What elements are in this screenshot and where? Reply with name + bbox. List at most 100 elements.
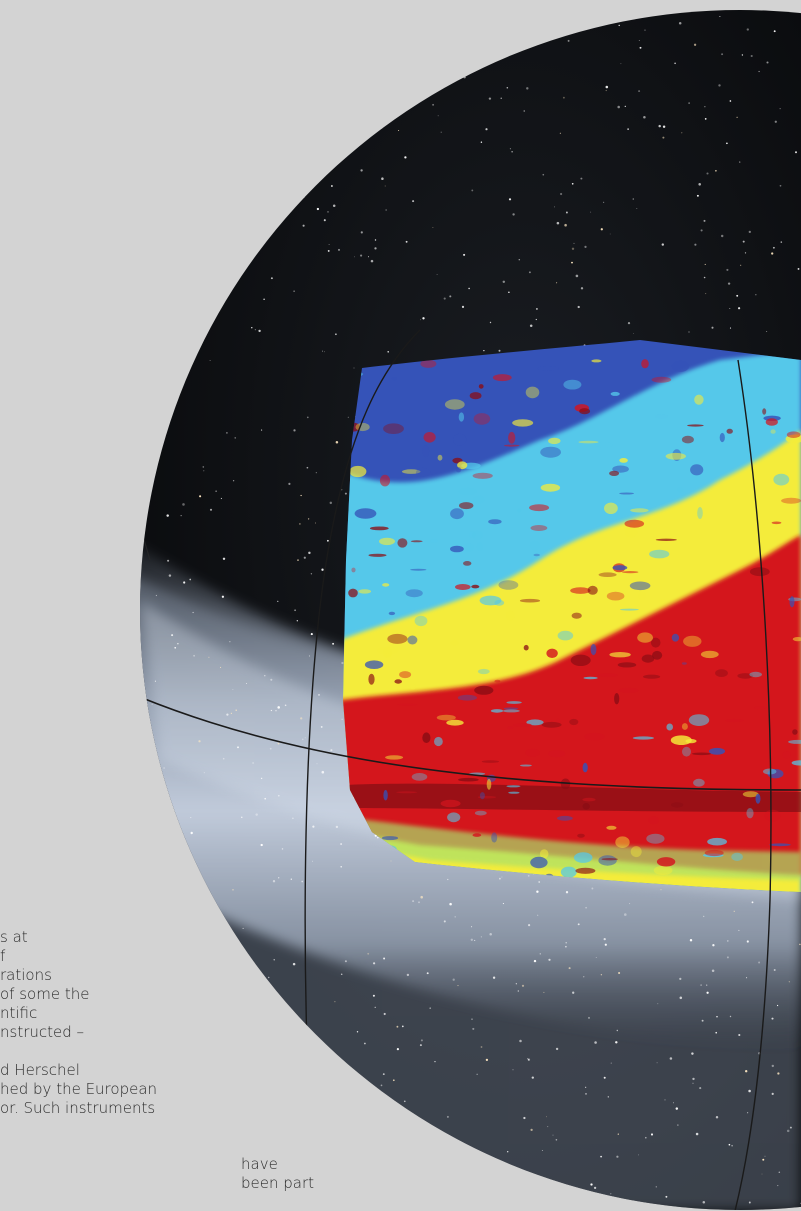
star (229, 641, 231, 643)
map-speck (563, 379, 582, 390)
map-speck (471, 530, 483, 540)
star (656, 1062, 658, 1064)
map-speck (781, 497, 801, 504)
star (747, 1112, 749, 1114)
star (203, 772, 205, 774)
star (633, 333, 635, 334)
star (254, 329, 256, 331)
star (372, 994, 375, 997)
star (698, 183, 701, 186)
map-speck (671, 633, 680, 642)
star (306, 105, 308, 107)
star (527, 875, 530, 877)
star (392, 1079, 395, 1082)
star (740, 264, 742, 266)
map-speck (434, 736, 443, 747)
star (108, 1202, 109, 1203)
star (285, 110, 289, 113)
star (559, 132, 561, 134)
map-speck (557, 630, 574, 641)
star (299, 523, 301, 525)
map-speck (539, 849, 549, 859)
star (696, 194, 699, 197)
map-speck (598, 855, 617, 866)
star (627, 128, 629, 130)
star (230, 712, 233, 714)
star (297, 559, 299, 561)
star (438, 60, 441, 64)
map-speck (488, 519, 502, 525)
star (296, 620, 298, 622)
star (143, 919, 146, 922)
map-speck (694, 394, 704, 405)
star (435, 42, 437, 45)
star (175, 316, 177, 318)
star (387, 351, 389, 353)
star (277, 794, 280, 797)
star (99, 733, 101, 735)
map-speck (789, 596, 795, 608)
star (547, 1126, 549, 1128)
map-green-fringe (350, 818, 801, 880)
star (346, 1170, 349, 1174)
star (127, 92, 128, 93)
map-speck (557, 815, 573, 821)
star (294, 45, 297, 48)
star (267, 976, 270, 979)
star (661, 243, 664, 246)
map-speck (411, 773, 428, 781)
star (771, 1092, 774, 1095)
map-speck (476, 542, 483, 551)
star (206, 1204, 209, 1207)
star (235, 709, 237, 711)
star (562, 96, 565, 99)
star (761, 1173, 763, 1175)
map-speck (612, 565, 628, 571)
star (103, 1169, 105, 1171)
map-speck (630, 846, 642, 858)
star (258, 329, 261, 333)
star (594, 1041, 597, 1044)
map-speck (764, 809, 781, 822)
map-speck (368, 553, 387, 557)
star (129, 707, 130, 708)
star (136, 836, 138, 838)
map-speck (753, 706, 767, 710)
star (168, 283, 170, 286)
star (419, 1044, 422, 1047)
star (145, 90, 148, 92)
star (738, 1033, 741, 1037)
star (312, 860, 313, 862)
star (443, 297, 446, 300)
star (673, 1102, 674, 1104)
map-speck (681, 435, 694, 444)
star (301, 880, 304, 883)
star (604, 943, 607, 946)
star (195, 1180, 197, 1182)
star (364, 1102, 366, 1105)
star (341, 718, 343, 720)
star (771, 1064, 774, 1068)
star (636, 208, 638, 210)
star (556, 221, 560, 225)
star (669, 1057, 673, 1060)
star (618, 971, 621, 975)
star (190, 831, 193, 835)
map-speck (615, 836, 630, 848)
star (260, 843, 263, 847)
star (786, 1129, 790, 1133)
map-speck (455, 467, 462, 473)
star (135, 324, 137, 326)
star (512, 213, 515, 216)
star (166, 263, 169, 267)
star (778, 1171, 781, 1174)
star (365, 1199, 368, 1202)
star (742, 6, 744, 8)
star (274, 1195, 278, 1198)
star (318, 694, 320, 696)
map-speck (762, 408, 767, 415)
map-speck (540, 446, 561, 458)
star (580, 4, 582, 6)
map-speck (792, 729, 798, 735)
star (396, 1047, 400, 1051)
